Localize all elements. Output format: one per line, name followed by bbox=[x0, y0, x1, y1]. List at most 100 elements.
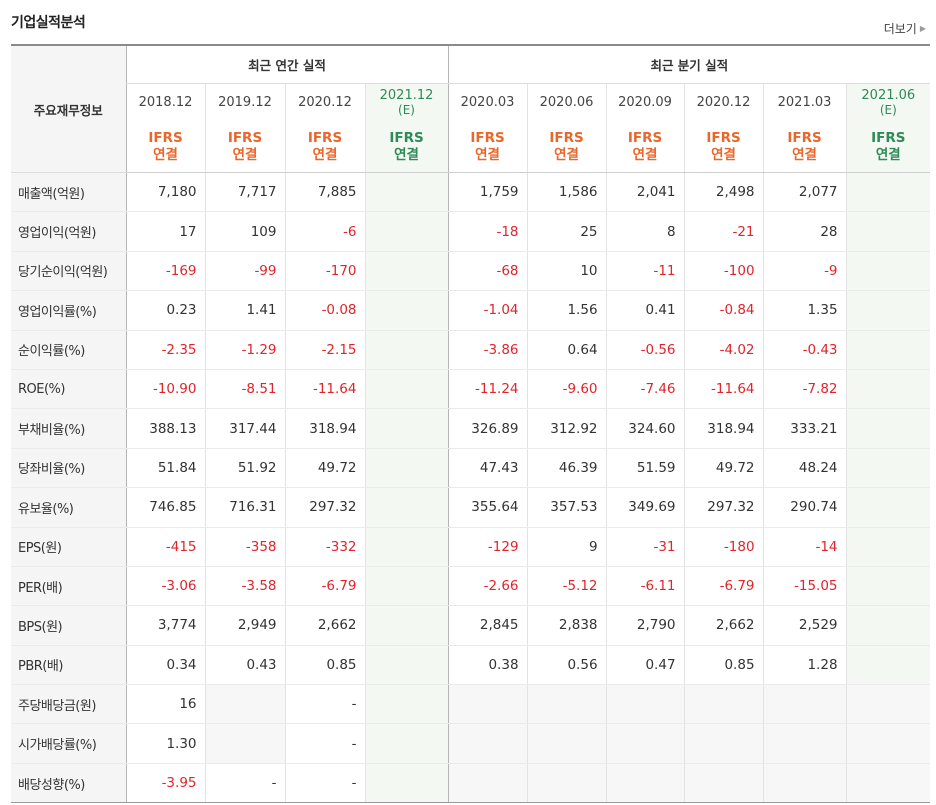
table-cell bbox=[683, 684, 764, 725]
table-cell: 2,529 bbox=[762, 605, 847, 646]
table-cell: 324.60 bbox=[605, 408, 685, 449]
table-cell: -415 bbox=[125, 526, 205, 567]
basis-header: IFRS 연결 bbox=[845, 121, 931, 173]
table-cell bbox=[605, 723, 685, 764]
more-label: 더보기 bbox=[883, 22, 917, 36]
table-cell: 46.39 bbox=[526, 448, 607, 489]
table-cell: 3,774 bbox=[125, 605, 205, 646]
table-row: PER(배) -3.06 -3.58 -6.79 -2.66 -5.12 -6.11 -6.7… bbox=[11, 566, 931, 607]
table-cell: 746.85 bbox=[125, 487, 205, 528]
table-cell: -18 bbox=[447, 211, 528, 252]
basis-header: IFRS 연결 bbox=[526, 121, 607, 173]
basis-label: IFRS bbox=[227, 129, 263, 146]
table-cell bbox=[845, 763, 931, 804]
table-cell: -4.02 bbox=[683, 330, 764, 370]
table-cell: 2,662 bbox=[284, 605, 365, 646]
table-cell bbox=[845, 408, 931, 449]
basis-label: IFRS bbox=[148, 129, 183, 146]
row-label: 당좌비율(%) bbox=[11, 448, 126, 489]
period-label: 2020.03 bbox=[460, 94, 515, 110]
more-link[interactable]: 더보기 ▶ bbox=[884, 20, 926, 37]
scope-label: 연결 bbox=[711, 146, 736, 163]
basis-header: IFRS 연결 bbox=[364, 121, 449, 173]
table-cell: -21 bbox=[683, 211, 764, 252]
table-cell: -3.86 bbox=[447, 330, 528, 370]
table-cell: 297.32 bbox=[683, 487, 764, 528]
table-row: 부채비율(%) 388.13 317.44 318.94 326.89 312.92 324… bbox=[11, 408, 931, 449]
table-cell: -11.64 bbox=[284, 369, 365, 410]
row-label: 배당성향(%) bbox=[11, 763, 126, 804]
table-cell bbox=[683, 723, 764, 764]
basis-header: IFRS 연결 bbox=[204, 121, 285, 173]
table-cell bbox=[845, 526, 931, 567]
table-cell: -100 bbox=[683, 251, 764, 292]
table-cell bbox=[364, 605, 449, 646]
table-cell: 2,838 bbox=[526, 605, 607, 646]
table-cell: 2,077 bbox=[762, 172, 847, 213]
table-cell: 48.24 bbox=[762, 448, 847, 489]
period-label: 2021.06 bbox=[861, 87, 916, 103]
table-cell: -11 bbox=[605, 251, 685, 292]
row-label: 당기순이익(억원) bbox=[11, 251, 126, 292]
table-cell: -0.43 bbox=[762, 330, 847, 370]
scope-label: 연결 bbox=[554, 146, 579, 163]
basis-label: IFRS bbox=[787, 129, 822, 146]
estimate-label: (E) bbox=[398, 102, 415, 117]
row-label: PER(배) bbox=[11, 566, 126, 607]
table-cell bbox=[364, 684, 449, 725]
table-cell: 10 bbox=[526, 251, 607, 292]
table-cell: 47.43 bbox=[447, 448, 528, 489]
table-cell: 7,180 bbox=[125, 172, 205, 213]
row-label: BPS(원) bbox=[11, 605, 126, 646]
table-cell: -2.66 bbox=[447, 566, 528, 607]
table-cell bbox=[364, 369, 449, 410]
table-cell: 318.94 bbox=[284, 408, 365, 449]
row-label: 부채비율(%) bbox=[11, 408, 126, 449]
basis-label: IFRS bbox=[706, 129, 741, 146]
table-cell: 2,790 bbox=[605, 605, 685, 646]
table-cell: 0.34 bbox=[125, 645, 205, 686]
table-row: PBR(배) 0.34 0.43 0.85 0.38 0.56 0.47 0.85 1.28 bbox=[11, 645, 931, 686]
table-cell: 357.53 bbox=[526, 487, 607, 528]
table-cell: 355.64 bbox=[447, 487, 528, 528]
table-cell bbox=[526, 723, 607, 764]
table-cell: 333.21 bbox=[762, 408, 847, 449]
table-cell: 109 bbox=[204, 211, 285, 252]
basis-label: IFRS bbox=[470, 129, 505, 146]
table-row: BPS(원) 3,774 2,949 2,662 2,845 2,838 2,790 2,66… bbox=[11, 605, 931, 646]
table-cell: -7.82 bbox=[762, 369, 847, 410]
table-cell bbox=[364, 290, 449, 331]
table-cell: -6.11 bbox=[605, 566, 685, 607]
table-cell: 0.64 bbox=[526, 330, 607, 370]
table-cell bbox=[364, 487, 449, 528]
period-header: 2020.06 bbox=[526, 83, 607, 121]
table-row: 주당배당금(원) 16 - bbox=[11, 684, 931, 725]
table-cell: 318.94 bbox=[683, 408, 764, 449]
table-row: 유보율(%) 746.85 716.31 297.32 355.64 357.53 349.… bbox=[11, 487, 931, 528]
scope-label: 연결 bbox=[475, 146, 500, 163]
table-cell: 2,845 bbox=[447, 605, 528, 646]
table-cell bbox=[364, 645, 449, 686]
table-cell bbox=[605, 763, 685, 804]
table-cell: -8.51 bbox=[204, 369, 285, 410]
row-label: 순이익률(%) bbox=[11, 330, 126, 370]
period-header: 2020.09 bbox=[605, 83, 685, 121]
basis-label: IFRS bbox=[627, 129, 663, 146]
period-header: 2019.12 bbox=[204, 83, 285, 121]
table-cell: 2,041 bbox=[605, 172, 685, 213]
table-cell: 2,662 bbox=[683, 605, 764, 646]
table-cell: -3.06 bbox=[125, 566, 205, 607]
period-header: 2021.06 (E) bbox=[845, 83, 931, 121]
table-cell: 0.43 bbox=[204, 645, 285, 686]
table-cell bbox=[845, 723, 931, 764]
table-cell bbox=[762, 763, 847, 804]
table-cell: -15.05 bbox=[762, 566, 847, 607]
chevron-right-icon: ▶ bbox=[919, 24, 926, 33]
table-cell bbox=[845, 487, 931, 528]
table-cell: -358 bbox=[204, 526, 285, 567]
table-row: EPS(원) -415 -358 -332 -129 9 -31 -180 -14 bbox=[11, 526, 931, 567]
table-cell bbox=[364, 723, 449, 764]
table-cell: 0.41 bbox=[605, 290, 685, 331]
period-header: 2021.03 bbox=[762, 83, 847, 121]
financial-summary-table: 주요재무정보 최근 연간 실적 최근 분기 실적 2018.12 2019.12 2… bbox=[11, 44, 931, 804]
